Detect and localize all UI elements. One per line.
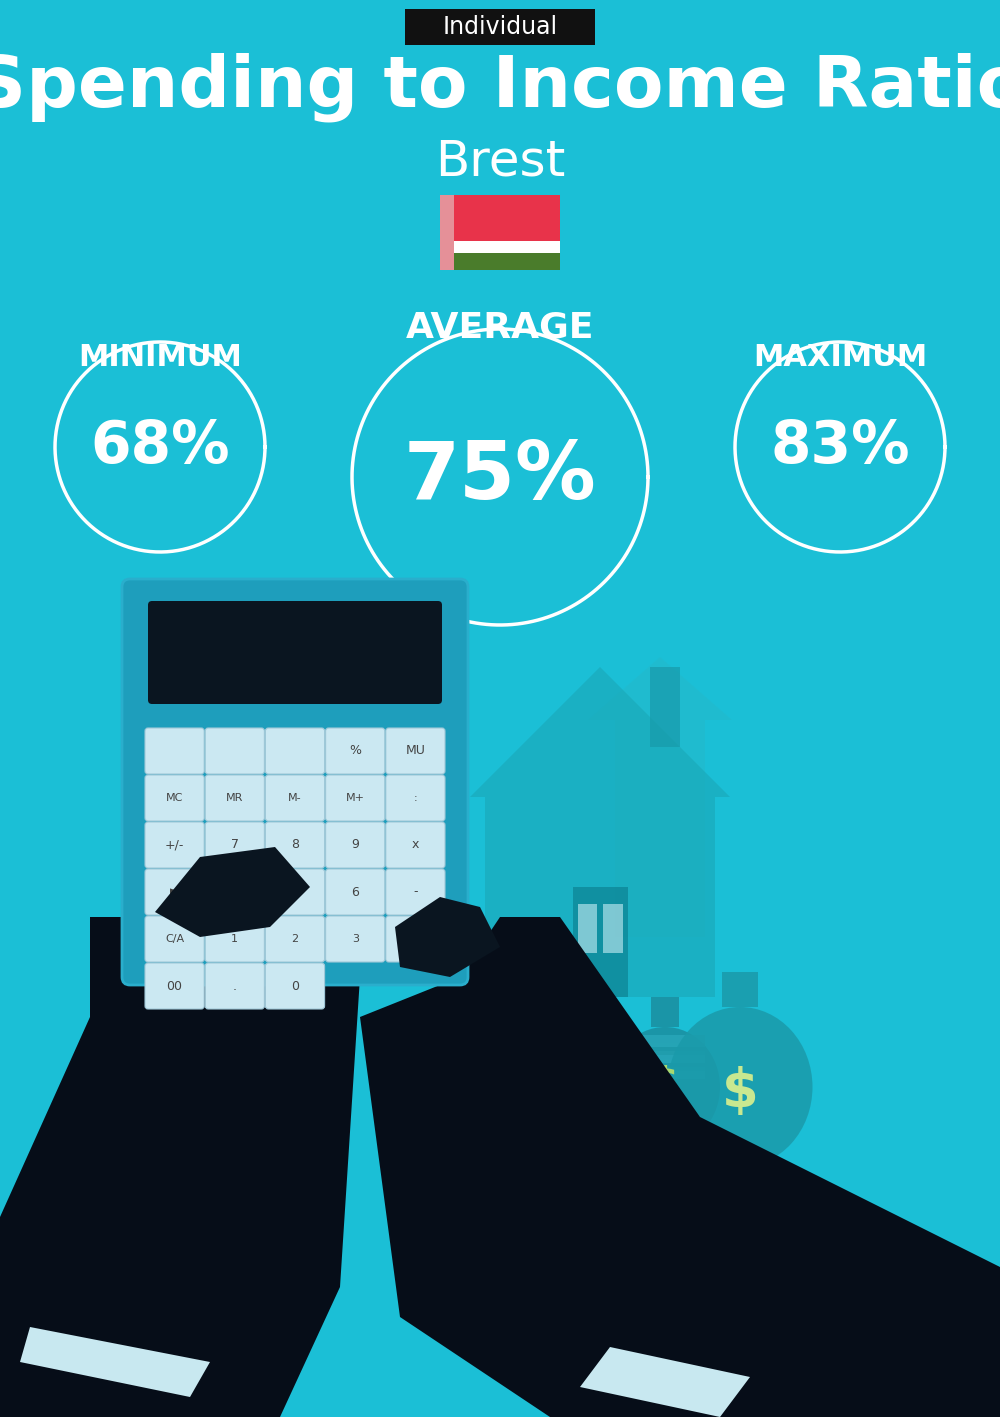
Text: MINIMUM: MINIMUM bbox=[78, 343, 242, 371]
Text: 5: 5 bbox=[291, 886, 299, 898]
Polygon shape bbox=[0, 917, 360, 1417]
FancyBboxPatch shape bbox=[326, 728, 385, 774]
Text: Brest: Brest bbox=[435, 137, 565, 186]
Text: 83%: 83% bbox=[770, 418, 910, 476]
Bar bbox=[595, 1058, 705, 1071]
Polygon shape bbox=[395, 897, 500, 976]
Text: C/A: C/A bbox=[165, 934, 184, 944]
Bar bbox=[440, 194, 454, 269]
Polygon shape bbox=[470, 667, 730, 796]
Bar bbox=[651, 998, 679, 1027]
Text: :: : bbox=[414, 794, 417, 803]
Bar bbox=[722, 972, 758, 1007]
Text: M+: M+ bbox=[346, 794, 365, 803]
Text: x: x bbox=[412, 839, 419, 852]
Text: MAXIMUM: MAXIMUM bbox=[753, 343, 927, 371]
Bar bbox=[578, 904, 597, 954]
Text: 7: 7 bbox=[231, 839, 239, 852]
FancyBboxPatch shape bbox=[145, 869, 204, 915]
Text: 75%: 75% bbox=[404, 438, 596, 516]
Bar bbox=[603, 904, 622, 954]
Text: M-: M- bbox=[288, 794, 302, 803]
Bar bbox=[572, 887, 628, 998]
Bar bbox=[650, 667, 680, 747]
Bar bbox=[440, 194, 560, 241]
FancyBboxPatch shape bbox=[265, 964, 325, 1009]
FancyBboxPatch shape bbox=[145, 775, 204, 820]
FancyBboxPatch shape bbox=[326, 915, 385, 962]
Text: 0: 0 bbox=[291, 979, 299, 992]
FancyBboxPatch shape bbox=[205, 915, 264, 962]
FancyBboxPatch shape bbox=[148, 601, 442, 704]
FancyBboxPatch shape bbox=[326, 822, 385, 869]
Bar bbox=[485, 796, 715, 998]
FancyBboxPatch shape bbox=[145, 728, 204, 774]
Bar bbox=[595, 1067, 705, 1078]
FancyBboxPatch shape bbox=[205, 775, 264, 820]
Bar bbox=[595, 1034, 705, 1047]
Text: MR: MR bbox=[226, 794, 243, 803]
FancyBboxPatch shape bbox=[205, 869, 264, 915]
Polygon shape bbox=[360, 917, 1000, 1417]
Bar bbox=[595, 1043, 705, 1056]
Polygon shape bbox=[20, 1326, 210, 1397]
FancyBboxPatch shape bbox=[265, 775, 325, 820]
Polygon shape bbox=[588, 657, 732, 937]
Text: .: . bbox=[233, 979, 237, 992]
Bar bbox=[595, 1051, 705, 1063]
Text: 3: 3 bbox=[352, 934, 359, 944]
Polygon shape bbox=[580, 1348, 750, 1417]
Text: 00: 00 bbox=[167, 979, 183, 992]
Text: MU: MU bbox=[405, 744, 425, 758]
FancyBboxPatch shape bbox=[265, 822, 325, 869]
FancyBboxPatch shape bbox=[145, 915, 204, 962]
Bar bbox=[595, 1076, 705, 1087]
Text: 4: 4 bbox=[231, 886, 239, 898]
FancyBboxPatch shape bbox=[386, 915, 445, 962]
Text: 8: 8 bbox=[291, 839, 299, 852]
Text: 68%: 68% bbox=[90, 418, 230, 476]
Text: Individual: Individual bbox=[442, 16, 558, 40]
Text: 2: 2 bbox=[291, 934, 299, 944]
FancyBboxPatch shape bbox=[265, 728, 325, 774]
FancyBboxPatch shape bbox=[386, 822, 445, 869]
FancyBboxPatch shape bbox=[145, 822, 204, 869]
FancyBboxPatch shape bbox=[326, 869, 385, 915]
Text: $: $ bbox=[722, 1066, 758, 1118]
FancyBboxPatch shape bbox=[405, 9, 595, 45]
Text: ►: ► bbox=[170, 886, 179, 898]
FancyBboxPatch shape bbox=[122, 580, 468, 985]
FancyBboxPatch shape bbox=[386, 728, 445, 774]
Text: 1: 1 bbox=[231, 934, 238, 944]
Text: $: $ bbox=[652, 1066, 678, 1100]
Polygon shape bbox=[155, 847, 310, 937]
Bar bbox=[440, 194, 560, 269]
FancyBboxPatch shape bbox=[205, 822, 264, 869]
Polygon shape bbox=[248, 657, 392, 937]
Text: -: - bbox=[413, 886, 418, 898]
Bar bbox=[440, 194, 454, 269]
Polygon shape bbox=[0, 1338, 220, 1417]
Text: 9: 9 bbox=[351, 839, 359, 852]
FancyBboxPatch shape bbox=[265, 915, 325, 962]
Text: Spending to Income Ratio: Spending to Income Ratio bbox=[0, 52, 1000, 122]
FancyBboxPatch shape bbox=[386, 869, 445, 915]
Text: 6: 6 bbox=[351, 886, 359, 898]
FancyBboxPatch shape bbox=[145, 964, 204, 1009]
FancyBboxPatch shape bbox=[326, 775, 385, 820]
Text: AVERAGE: AVERAGE bbox=[406, 310, 594, 344]
Ellipse shape bbox=[610, 1027, 720, 1146]
FancyBboxPatch shape bbox=[205, 964, 264, 1009]
Ellipse shape bbox=[668, 1007, 812, 1168]
Text: +/-: +/- bbox=[165, 839, 184, 852]
Polygon shape bbox=[580, 1267, 1000, 1417]
Text: %: % bbox=[349, 744, 361, 758]
FancyBboxPatch shape bbox=[265, 869, 325, 915]
Text: MC: MC bbox=[166, 794, 183, 803]
FancyBboxPatch shape bbox=[205, 728, 264, 774]
Bar bbox=[440, 254, 560, 269]
FancyBboxPatch shape bbox=[386, 775, 445, 820]
